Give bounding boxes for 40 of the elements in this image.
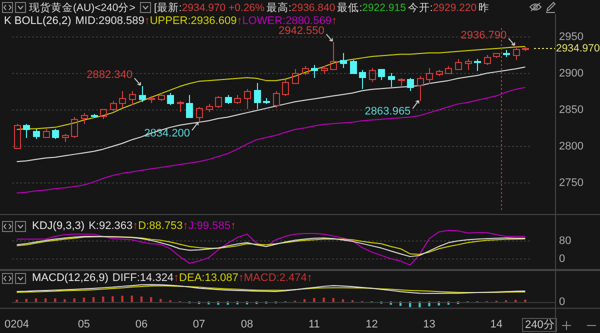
y-tick-label: 2950 bbox=[559, 30, 584, 43]
y-tick-label: 2800 bbox=[559, 140, 584, 152]
text: 最低:2922.915 bbox=[337, 2, 406, 14]
text: UPPER:2936.609↑ bbox=[150, 15, 242, 28]
series-label: MACD:2.474↑ bbox=[244, 272, 312, 284]
legend-title: K BOLL(26,2) bbox=[4, 15, 72, 28]
text: 240分 bbox=[522, 318, 558, 332]
text: 最高:2936.840 bbox=[266, 2, 336, 14]
annotation: 2936.790 bbox=[460, 29, 507, 42]
x-tick-label: 07 bbox=[192, 318, 206, 330]
x-tick-label: 05 bbox=[78, 318, 90, 330]
x-tick-label: 0204 bbox=[4, 318, 30, 330]
y-tick-label: 2900 bbox=[559, 67, 584, 80]
y-tick-label: 0 bbox=[559, 252, 566, 265]
chart-title: 现货黄金(AU)<240分> bbox=[29, 1, 136, 15]
annotation: 2942.550 bbox=[278, 25, 324, 38]
text: LOWER:2880.569↑ bbox=[242, 15, 337, 28]
legend-title: MACD(12,26,9) bbox=[32, 272, 108, 284]
series-label: DEA:13.087↑ bbox=[179, 272, 244, 284]
x-tick-label: 08 bbox=[240, 318, 254, 330]
text: [最新:2934.970 +0.26% bbox=[154, 2, 264, 14]
text: MID:2908.589↑ bbox=[75, 15, 150, 28]
y-tick-label: 80 bbox=[559, 234, 572, 247]
x-tick-label: 11 bbox=[308, 318, 320, 330]
legend-title: KDJ(9,3,3) bbox=[32, 220, 85, 232]
x-tick-label: 13 bbox=[423, 318, 436, 330]
series-label: K:92.363↑ bbox=[88, 220, 138, 232]
y-tick-label: 2750 bbox=[559, 176, 584, 189]
series-label: DIFF:14.324↑ bbox=[112, 272, 180, 284]
annotation: 2882.340 bbox=[86, 69, 132, 82]
x-tick-label: 12 bbox=[366, 318, 378, 330]
series-label: D:88.753↑ bbox=[138, 220, 188, 232]
text: 今开:2929.220 bbox=[408, 2, 477, 14]
series-label: J:99.585↑ bbox=[188, 220, 236, 232]
annotation: 2863.965 bbox=[364, 106, 411, 118]
text: 昨 bbox=[478, 2, 490, 14]
ref-line-label: 2934.970 bbox=[556, 42, 600, 54]
x-tick-label: 14 bbox=[490, 318, 503, 330]
x-tick-label: 06 bbox=[135, 318, 148, 330]
y-tick-label: 2850 bbox=[559, 104, 584, 116]
